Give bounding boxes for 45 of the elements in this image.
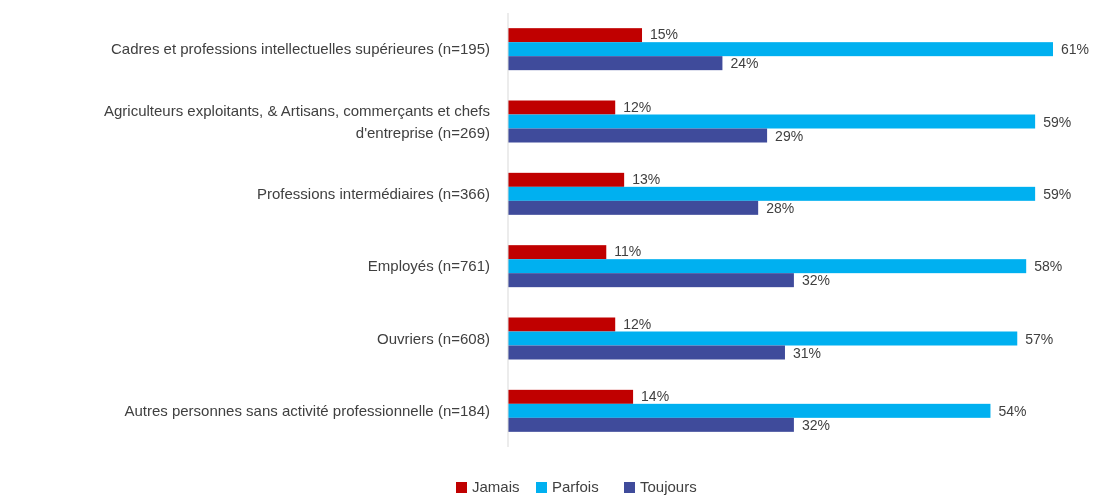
data-label: 54%: [998, 402, 1027, 419]
y-tick-label: Employés (n=761): [367, 257, 490, 275]
bar: [508, 56, 723, 71]
bar: [508, 245, 607, 260]
bar: [508, 331, 1018, 346]
y-tick-label: Cadres et professions intellectuelles supérieures (n=195): [111, 40, 490, 58]
legend-label: Toujours: [640, 478, 697, 495]
data-label: 24%: [730, 55, 759, 72]
bar: [508, 403, 991, 418]
data-label: 14%: [641, 387, 670, 404]
bar: [508, 100, 616, 115]
bar: [508, 273, 794, 288]
data-label: 13%: [632, 170, 661, 187]
data-label: 11%: [614, 243, 642, 260]
bar: [508, 186, 1036, 201]
data-label: 57%: [1025, 330, 1054, 347]
bar: [508, 259, 1027, 274]
legend-label: Jamais: [472, 478, 520, 495]
bar: [508, 42, 1053, 57]
data-label: 12%: [623, 315, 652, 332]
y-tick-label: Agriculteurs exploitants, & Artisans, commerçants et chefs d'entreprise (n=269): [104, 101, 490, 141]
bar: [508, 114, 1036, 129]
data-label: 15%: [650, 26, 679, 43]
y-tick-label: Professions intermédiaires (n=366): [256, 184, 490, 202]
bar: [508, 128, 768, 143]
data-label: 28%: [766, 199, 795, 216]
data-label: 59%: [1043, 185, 1072, 202]
data-label: 12%: [623, 98, 652, 115]
data-label: 31%: [792, 344, 821, 361]
data-label: 32%: [801, 416, 830, 433]
y-tick-label: Autres personnes sans activité professionnelle (n=184): [124, 401, 490, 419]
data-label: 59%: [1043, 113, 1072, 130]
bar: [508, 28, 643, 43]
data-label: 58%: [1034, 258, 1063, 275]
data-label: 29%: [775, 127, 804, 144]
bar: [508, 172, 625, 187]
bar: [508, 317, 616, 332]
legend-label: Parfois: [552, 478, 599, 495]
bar: [508, 345, 785, 360]
y-tick-label: Ouvriers (n=608): [377, 329, 490, 347]
bar: [508, 417, 794, 432]
data-label: 32%: [801, 272, 830, 289]
bar: [508, 200, 759, 215]
data-label: 61%: [1061, 41, 1090, 58]
bar: [508, 389, 634, 404]
